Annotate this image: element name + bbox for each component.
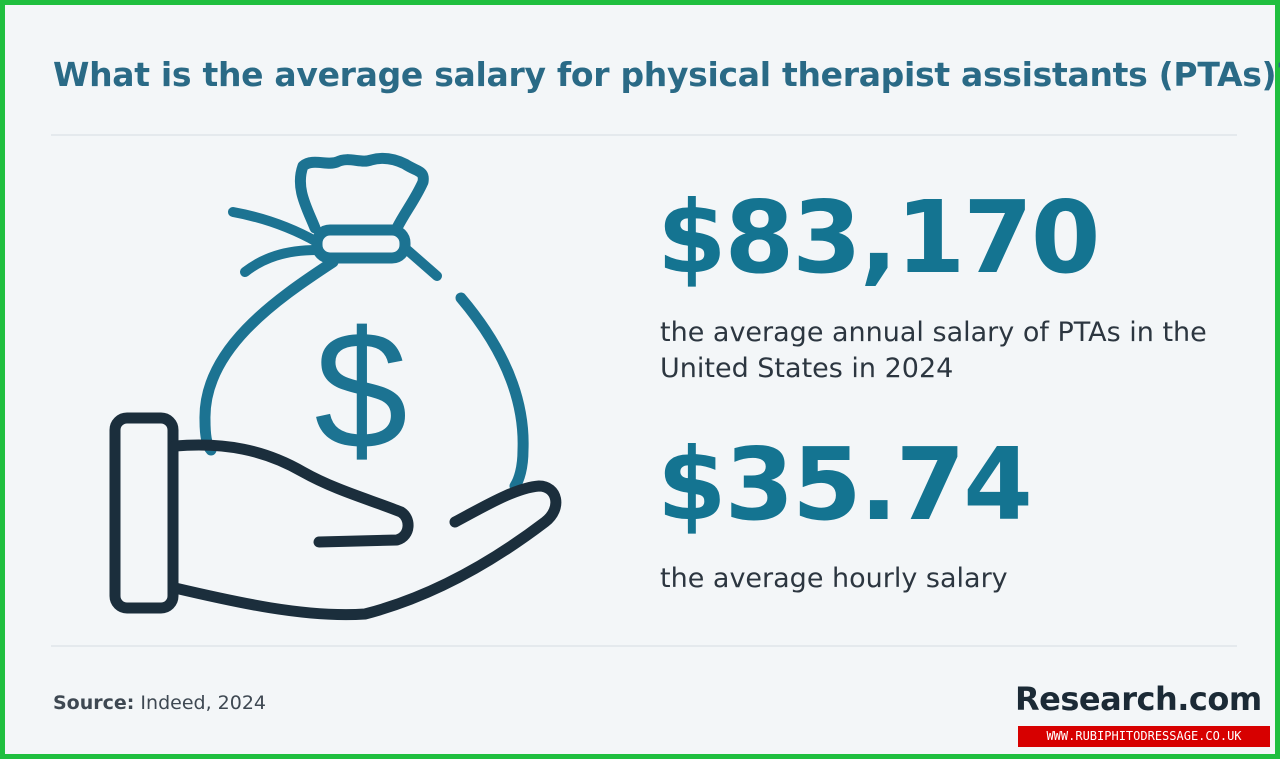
bag-neck-band xyxy=(311,224,411,264)
bag-top-knot xyxy=(294,152,429,234)
bag-string-left-lower xyxy=(240,245,322,277)
source-text: Indeed, 2024 xyxy=(134,692,267,714)
source-note: Source: Indeed, 2024 xyxy=(53,692,266,714)
hand-fingers xyxy=(169,480,562,621)
bag-string-left xyxy=(228,207,322,247)
source-label: Source: xyxy=(53,692,135,714)
annual-salary-value: $83,170 xyxy=(657,179,1100,296)
brand-logo: Research.com xyxy=(1015,680,1262,718)
bag-body-right xyxy=(455,292,529,492)
watermark-banner: WWW.RUBIPHITODRESSAGE.CO.UK xyxy=(1018,726,1270,747)
bag-string-right xyxy=(400,243,442,281)
hourly-salary-value: $35.74 xyxy=(657,426,1033,543)
hand-palm xyxy=(169,439,414,548)
hourly-salary-description: the average hourly salary xyxy=(660,563,1008,594)
hand-cuff xyxy=(109,412,179,614)
top-divider xyxy=(51,134,1237,136)
page-title: What is the average salary for physical … xyxy=(53,55,1280,94)
bag-dollar-sign: $ xyxy=(314,296,407,484)
annual-salary-description: the average annual salary of PTAs in the… xyxy=(660,317,1207,384)
bottom-divider xyxy=(51,645,1237,647)
money-bag-in-hand-icon: $ xyxy=(109,152,562,621)
